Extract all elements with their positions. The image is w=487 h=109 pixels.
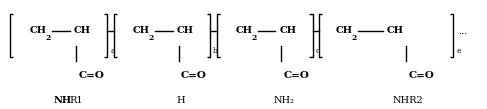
Text: a: a [111,47,115,54]
Text: NH: NH [54,96,72,105]
Text: 2: 2 [45,34,50,43]
Text: 2: 2 [251,34,256,43]
Text: 2: 2 [148,34,153,43]
Text: R1: R1 [69,96,83,105]
Text: H: H [177,96,185,105]
Text: C=O: C=O [408,71,434,80]
Text: CH: CH [387,26,404,36]
Text: C=O: C=O [181,71,207,80]
Text: CH: CH [336,26,353,36]
Text: CH: CH [280,26,296,36]
Text: CH: CH [133,26,150,36]
Text: CH: CH [74,26,91,36]
Text: CH: CH [236,26,253,36]
Text: 2: 2 [351,34,356,43]
Text: ···: ··· [458,30,467,39]
Text: e: e [456,47,461,54]
Text: C=O: C=O [283,71,309,80]
Text: b: b [213,47,218,54]
Text: c: c [316,47,320,54]
Text: NH₂: NH₂ [273,96,294,105]
Text: CH: CH [30,26,47,36]
Text: NHR2: NHR2 [393,96,424,105]
Text: C=O: C=O [79,71,105,80]
Text: CH: CH [177,26,194,36]
